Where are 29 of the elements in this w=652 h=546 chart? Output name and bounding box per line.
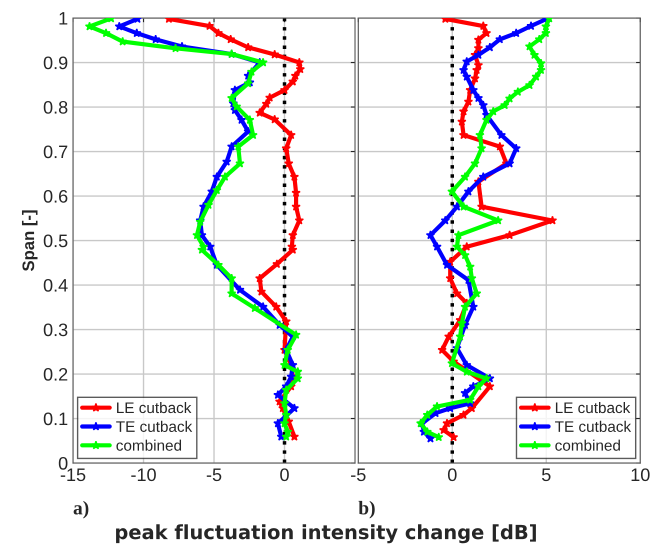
x-tick-label: -5: [206, 468, 222, 482]
y-tick-label: 0.7: [44, 145, 68, 158]
y-tick-label: 0: [58, 456, 68, 470]
text: a): [74, 500, 88, 518]
x-tick-label: -15: [60, 468, 86, 482]
x-tick-label: 5: [542, 468, 551, 482]
x-tick-label: -10: [131, 468, 156, 482]
y-tick-label: 0.6: [44, 190, 68, 203]
y-tick-label: 1: [60, 12, 68, 25]
legend-label: combined: [555, 440, 620, 451]
x-tick-label: -5: [351, 468, 366, 482]
x-tick-label: 0: [280, 468, 289, 482]
y-tick-label: 0.4: [44, 278, 68, 292]
y-tick-label: 0.1: [44, 412, 68, 426]
legend-label: TE cutback: [116, 420, 192, 432]
x-tick-label: 10: [632, 468, 650, 482]
y-tick-label: 0.2: [44, 368, 68, 381]
legend-label: LE cutback: [117, 402, 192, 414]
legend-label: TE cutback: [555, 420, 632, 432]
legend-label: LE cutback: [556, 402, 630, 414]
x-axis-title: peak fluctuation intensity change [dB]: [116, 524, 536, 544]
x-tick-label: 0: [448, 468, 457, 482]
legend-label: combined: [116, 440, 182, 451]
text: b): [358, 500, 375, 518]
y-tick-label: 0.9: [44, 56, 68, 70]
y-tick-label: 0.8: [44, 100, 68, 114]
y-tick-label: 0.3: [44, 323, 68, 336]
y-axis-title: Span [-]: [22, 210, 38, 272]
y-tick-label: 0.5: [44, 234, 68, 248]
